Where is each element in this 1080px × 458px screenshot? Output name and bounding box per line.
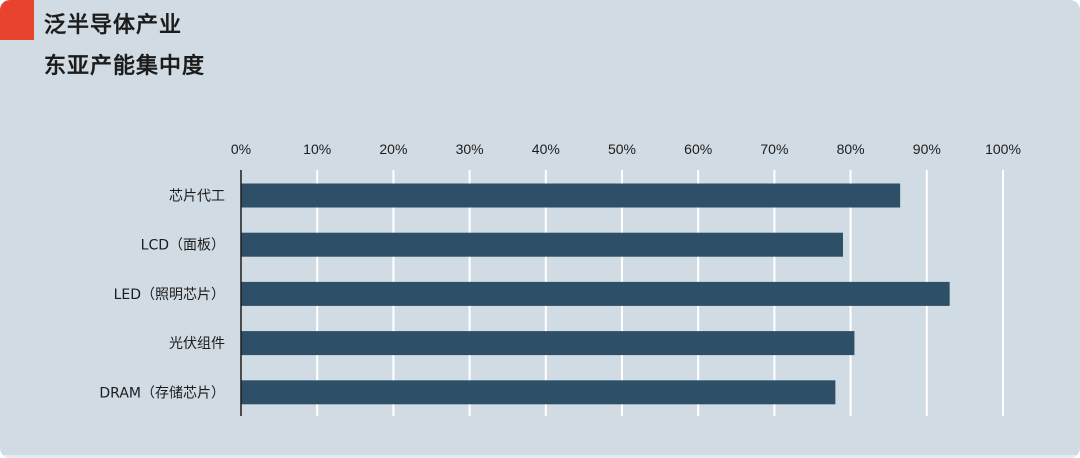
x-tick-label: 80%	[837, 141, 865, 157]
category-label: LED（照明芯片）	[114, 287, 225, 303]
bar	[241, 380, 836, 405]
x-tick-label: 20%	[379, 141, 407, 157]
bar	[241, 183, 901, 208]
category-label: 芯片代工	[169, 189, 225, 205]
x-tick-label: 40%	[532, 141, 560, 157]
x-tick-label: 70%	[760, 141, 788, 157]
category-label: LCD（面板）	[141, 238, 225, 254]
chart-title-line-2: 东亚产能集中度	[44, 54, 206, 79]
category-label: DRAM（存储芯片）	[99, 385, 225, 401]
accent-block	[0, 0, 34, 40]
x-tick-label: 10%	[303, 141, 331, 157]
bar	[241, 331, 855, 356]
x-tick-label: 60%	[684, 141, 712, 157]
chart-title-line-1: 泛半导体产业	[44, 13, 183, 38]
category-label: 光伏组件	[169, 336, 225, 352]
x-tick-label: 30%	[456, 141, 484, 157]
bar	[241, 281, 950, 306]
x-tick-label: 0%	[231, 141, 251, 157]
bar	[241, 232, 843, 257]
bottom-divider	[0, 455, 1080, 458]
x-tick-label: 50%	[608, 141, 636, 157]
x-tick-label: 90%	[913, 141, 941, 157]
x-tick-label: 100%	[985, 141, 1021, 157]
